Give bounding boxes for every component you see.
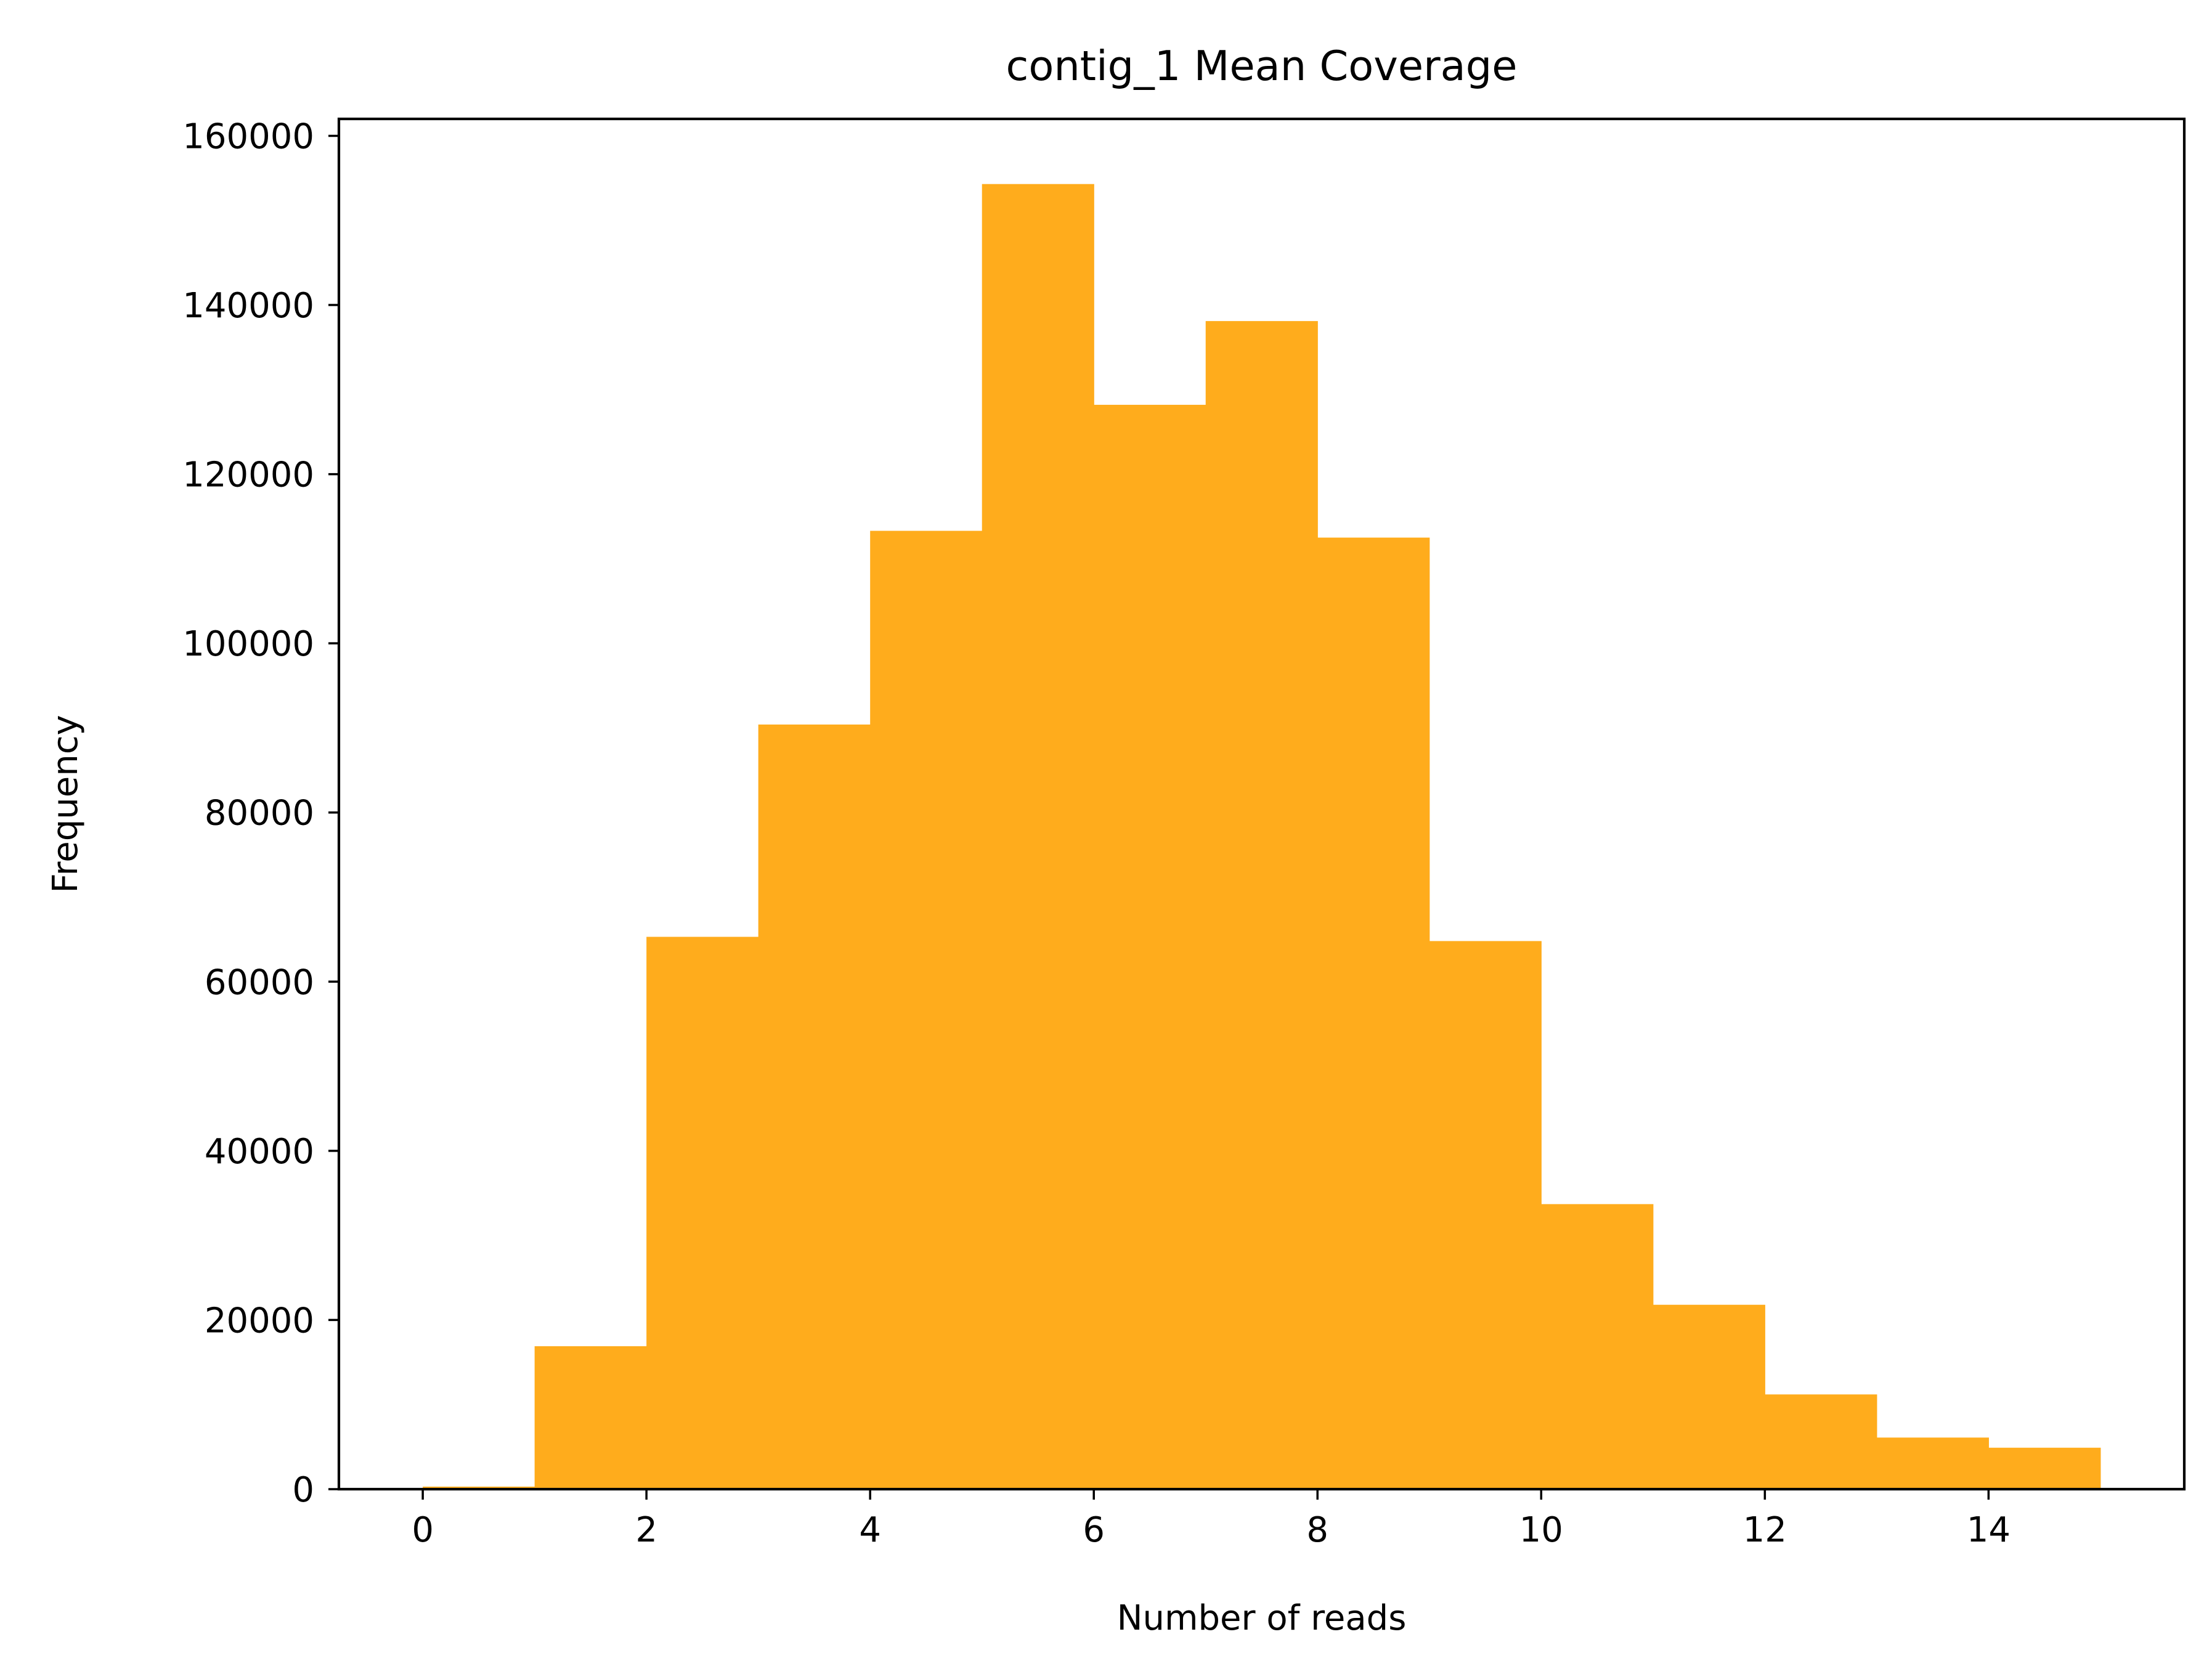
x-tick-label: 14: [1967, 1510, 2011, 1550]
bars-group: [423, 184, 2101, 1490]
y-tick-label: 100000: [182, 624, 314, 664]
y-tick-label: 140000: [182, 286, 314, 326]
chart-title: contig_1 Mean Coverage: [1006, 42, 1518, 90]
histogram-bar: [1094, 405, 1206, 1489]
x-tick-label: 12: [1743, 1510, 1787, 1550]
histogram-bar: [982, 184, 1094, 1489]
histogram-bar: [1317, 537, 1430, 1489]
y-axis-label: Frequency: [46, 715, 86, 893]
histogram-bar: [1653, 1304, 1765, 1489]
histogram-bar: [758, 724, 871, 1489]
y-tick-label: 120000: [182, 455, 314, 495]
histogram-bar: [1988, 1447, 2101, 1489]
plot-frame: [337, 117, 2186, 1491]
histogram-bar: [1876, 1437, 1989, 1489]
histogram-bar: [1429, 941, 1542, 1489]
histogram-bar: [1541, 1204, 1654, 1489]
y-tick-label: 160000: [182, 116, 314, 156]
x-tick-label: 6: [1083, 1510, 1105, 1550]
y-tick-label: 80000: [205, 794, 314, 834]
histogram-bar: [870, 530, 983, 1490]
y-tick-label: 0: [292, 1470, 314, 1510]
x-tick-label: 10: [1519, 1510, 1563, 1550]
y-tick-label: 60000: [205, 962, 314, 1002]
y-tick-label: 40000: [205, 1132, 314, 1172]
histogram-bar: [1765, 1394, 1877, 1489]
histogram-bar: [534, 1346, 647, 1489]
x-axis-ticks: 0 2 4 6 8 10 12 14: [412, 1489, 2011, 1550]
x-tick-label: 8: [1306, 1510, 1328, 1550]
y-axis-ticks: 0 20000 40000 60000 80000 100000 120000 140000 1…: [182, 116, 339, 1510]
x-tick-label: 0: [412, 1510, 434, 1550]
x-tick-label: 4: [859, 1510, 881, 1550]
histogram-bar: [1205, 321, 1318, 1489]
histogram-bar: [646, 937, 759, 1489]
x-tick-label: 2: [635, 1510, 657, 1550]
y-tick-label: 20000: [205, 1301, 314, 1341]
x-axis-label: Number of reads: [1117, 1598, 1407, 1638]
